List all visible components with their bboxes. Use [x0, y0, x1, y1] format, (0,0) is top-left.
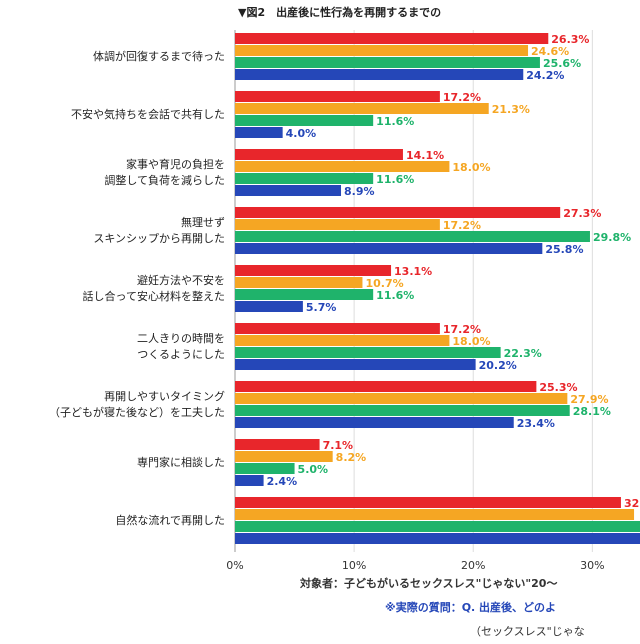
value-label: 25.6% [543, 57, 581, 70]
footnote: 対象者：子どもがいるセックスレス"じゃない"20〜 [299, 576, 557, 590]
bar [235, 57, 540, 68]
chart-title: ▼図2 出産後に性行為を再開するまでの [238, 5, 441, 19]
value-label: 28.1% [573, 405, 611, 418]
bar [235, 69, 524, 80]
value-label: 20.2% [479, 359, 517, 372]
bar [235, 323, 440, 334]
value-label: 14.1% [406, 149, 444, 162]
bar [235, 149, 403, 160]
value-label: 7.1% [323, 439, 354, 452]
bar [235, 335, 450, 346]
value-label: 8.2% [336, 451, 367, 464]
category-label: 二人きりの時間を [137, 332, 225, 345]
bar [235, 127, 283, 138]
bar [235, 289, 374, 300]
value-label: 11.6% [376, 173, 414, 186]
category-label: スキンシップから再開した [93, 232, 225, 245]
bar [235, 521, 640, 532]
category-label: 体調が回復するまで待った [93, 49, 225, 63]
bar [235, 533, 640, 544]
bar [235, 475, 264, 486]
bar [235, 405, 570, 416]
bar [235, 497, 621, 508]
value-label: 22.3% [504, 347, 542, 360]
value-label: 26.3% [551, 33, 589, 46]
bar [235, 91, 440, 102]
bar [235, 45, 529, 56]
value-label: 17.2% [443, 323, 481, 336]
bar [235, 115, 374, 126]
value-label: 23.4% [517, 417, 555, 430]
bar [235, 173, 374, 184]
bar [235, 463, 295, 474]
value-label: 10.7% [365, 277, 403, 290]
category-label: 専門家に相談した [137, 455, 225, 469]
value-label: 5.0% [298, 463, 329, 476]
bar [235, 359, 476, 370]
value-label: 21.3% [492, 103, 530, 116]
bar [235, 207, 561, 218]
x-tick-label: 30% [580, 559, 604, 572]
category-label: 再開しやすいタイミング [104, 389, 225, 403]
category-label: つくるようにした [137, 348, 225, 361]
category-label: 無理せず [181, 215, 225, 229]
bar [235, 185, 342, 196]
value-label: 29.8% [593, 231, 631, 244]
value-label: 5.7% [306, 301, 337, 314]
bar [235, 161, 450, 172]
category-label: 調整して負荷を減らした [104, 173, 225, 187]
bar [235, 243, 543, 254]
value-label: 25.3% [539, 381, 577, 394]
value-label: 24.2% [526, 69, 564, 82]
bar [235, 231, 590, 242]
value-label: 24.6% [531, 45, 569, 58]
bar [235, 393, 568, 404]
x-tick-label: 0% [226, 559, 243, 572]
bar [235, 301, 303, 312]
value-label: 17.2% [443, 219, 481, 232]
bar [235, 33, 549, 44]
value-label: 18.0% [452, 335, 490, 348]
value-label: 11.6% [376, 289, 414, 302]
category-label: 避妊方法や不安を [137, 273, 225, 287]
bar [235, 277, 363, 288]
footnote: ※実際の質問：Q. 出産後、どのよ [385, 600, 556, 614]
value-label: 17.2% [443, 91, 481, 104]
value-label: 4.0% [286, 127, 317, 140]
x-tick-label: 20% [461, 559, 485, 572]
category-label: 自然な流れで再開した [115, 513, 225, 527]
bar [235, 439, 320, 450]
category-label: 話し合って安心材料を整えた [83, 289, 225, 303]
value-label: 11.6% [376, 115, 414, 128]
bar [235, 509, 635, 520]
value-label: 25.8% [545, 243, 583, 256]
footnote: （セックスレス"じゃな [470, 625, 585, 638]
bar [235, 219, 440, 230]
x-tick-label: 10% [342, 559, 366, 572]
bar [235, 417, 514, 428]
value-label: 13.1% [394, 265, 432, 278]
value-label: 18.0% [452, 161, 490, 174]
value-label: 27.9% [570, 393, 608, 406]
value-label: 32.4% [624, 497, 640, 510]
bar [235, 451, 333, 462]
value-label: 2.4% [267, 475, 298, 488]
value-label: 27.3% [563, 207, 601, 220]
category-label: 家事や育児の負担を [126, 157, 225, 171]
bar [235, 347, 501, 358]
category-label: （子どもが寝た後など）を工夫した [49, 405, 225, 419]
bar [235, 381, 537, 392]
bar [235, 265, 392, 276]
value-label: 8.9% [344, 185, 375, 198]
category-label: 不安や気持ちを会話で共有した [71, 107, 225, 121]
bar [235, 103, 489, 114]
